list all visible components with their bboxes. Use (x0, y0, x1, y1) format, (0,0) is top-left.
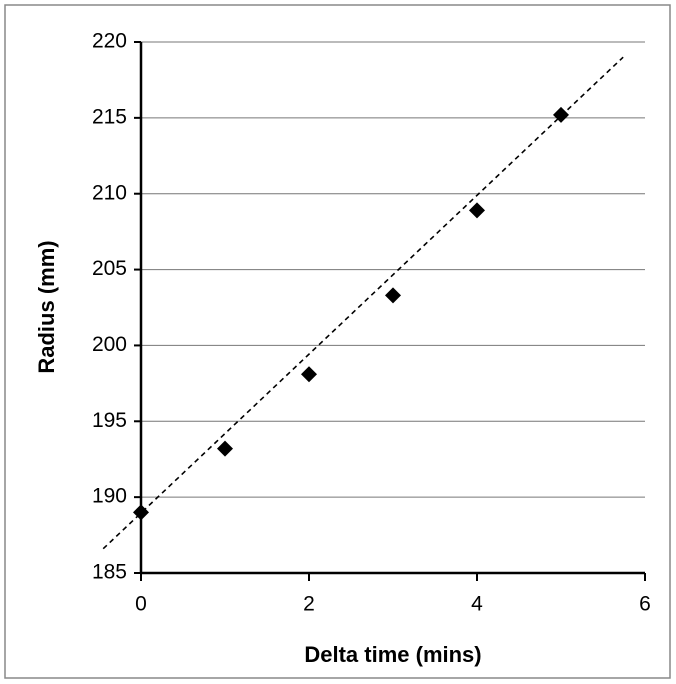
x-tick-label: 4 (471, 593, 483, 616)
x-tick-label: 2 (303, 593, 315, 616)
y-axis-label: Radius (mm) (34, 240, 59, 373)
x-tick-label: 6 (639, 593, 651, 616)
x-tick-label: 0 (135, 593, 147, 616)
y-tick-label: 210 (92, 181, 127, 204)
y-tick-label: 220 (92, 30, 127, 53)
point (553, 106, 569, 123)
y-tick-label: 215 (92, 105, 127, 128)
y-tick-label: 185 (92, 561, 127, 584)
y-tick-label: 195 (92, 409, 127, 432)
y-tick-label: 205 (92, 257, 127, 280)
point (217, 440, 233, 457)
y-tick-label: 200 (92, 333, 127, 356)
point (301, 366, 317, 383)
point (469, 202, 485, 219)
x-axis-label: Delta time (mins) (304, 642, 481, 667)
y-tick-label: 190 (92, 485, 127, 508)
trendline (102, 56, 624, 550)
point (133, 504, 149, 521)
point (385, 287, 401, 304)
